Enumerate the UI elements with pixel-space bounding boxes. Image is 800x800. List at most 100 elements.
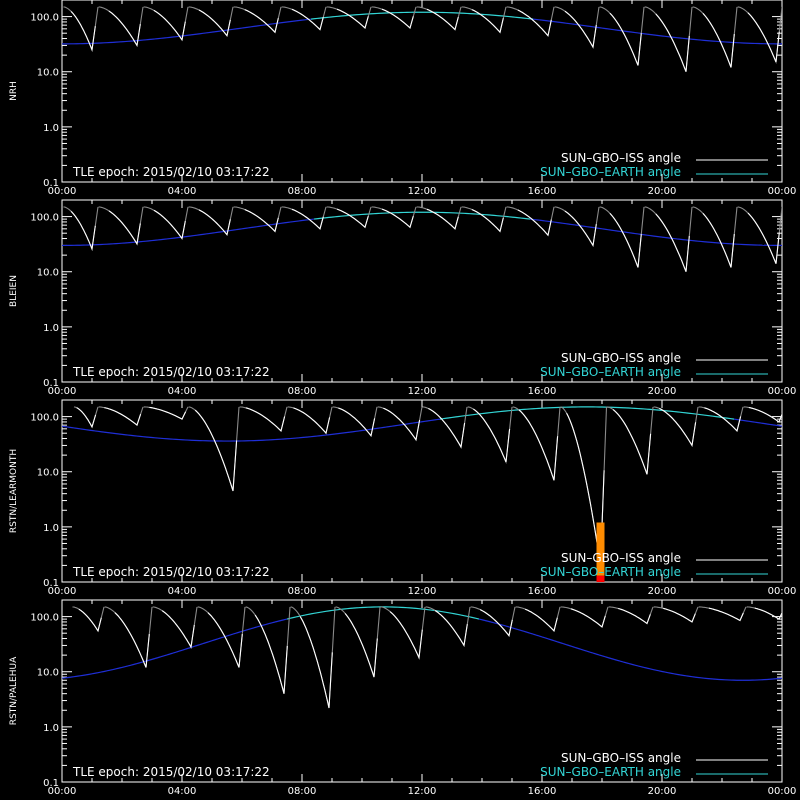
x-tick-label: 16:00 (528, 186, 557, 197)
earth-angle-segment (139, 661, 144, 664)
earth-angle-segment (556, 641, 561, 644)
x-tick-label: 00:00 (768, 586, 797, 597)
iss-angle-visible-arc (663, 607, 696, 623)
iss-angle-arc (644, 6, 693, 72)
iss-angle-visible-arc (564, 210, 597, 247)
x-tick-label: 04:00 (168, 586, 197, 597)
earth-angle-segment (193, 644, 198, 648)
y-axis-label: RSTN/PALEHUA (9, 656, 19, 725)
iss-angle-visible-arc (748, 406, 782, 423)
iss-angle-arc (380, 606, 426, 660)
earth-angle-segment (646, 667, 651, 670)
x-tick-label: 00:00 (48, 586, 77, 597)
earth-angle-segment (589, 651, 594, 654)
earth-angle-segment (151, 657, 156, 660)
iss-angle-visible-arc (383, 407, 421, 442)
x-tick-label: 16:00 (528, 586, 557, 597)
earth-angle-segment (97, 671, 102, 674)
earth-angle-segment (472, 617, 477, 619)
earth-angle-segment (118, 666, 123, 669)
earth-angle-segment (586, 650, 591, 653)
earth-angle-segment (148, 658, 153, 661)
earth-angle-segment (643, 666, 648, 669)
earth-angle-segment (106, 669, 111, 672)
tle-epoch-label: TLE epoch: 2015/02/10 03:17:22 (72, 765, 270, 779)
iss-angle-arc (377, 406, 423, 442)
x-tick-label: 08:00 (288, 386, 317, 397)
x-tick-label: 12:00 (408, 386, 437, 397)
iss-angle-arc (737, 6, 782, 65)
iss-angle-visible-arc (291, 208, 324, 230)
y-axis-label: BLEIEN (9, 275, 19, 307)
iss-angle-visible-arc (149, 406, 187, 420)
earth-angle-segment (196, 643, 201, 647)
event-marker-base (596, 575, 605, 582)
earth-angle-segment (85, 673, 90, 676)
earth-angle-segment (448, 612, 453, 614)
iss-angle-visible-arc (655, 213, 690, 272)
iss-angle-arc (422, 406, 468, 449)
iss-angle-arc (467, 406, 513, 465)
earth-angle-segment (226, 634, 231, 637)
earth-angle-segment (103, 670, 108, 673)
iss-angle-visible-arc (517, 9, 552, 37)
iss-angle-visible-arc (524, 608, 558, 633)
earth-angle-segment (499, 623, 504, 626)
earth-angle-segment (457, 613, 462, 616)
x-tick-label: 20:00 (648, 786, 677, 797)
y-tick-label: 1.0 (43, 523, 59, 534)
iss-angle-arc (143, 206, 189, 240)
earth-angle-segment (559, 642, 564, 645)
earth-angle-segment (91, 672, 96, 675)
y-tick-label: 0.1 (43, 378, 59, 389)
legend-earth-label: SUN–GBO–EARTH angle (540, 165, 681, 179)
earth-angle-segment (310, 612, 315, 615)
iss-angle-visible-arc (708, 607, 744, 622)
iss-angle-series (73, 406, 782, 566)
iss-angle-visible-arc (244, 9, 279, 34)
iss-angle-arc (599, 6, 645, 66)
iss-angle-arc (599, 206, 645, 268)
earth-angle-segment (133, 662, 138, 665)
iss-angle-visible-arc (198, 9, 231, 37)
earth-angle-segment (667, 672, 672, 674)
earth-angle-segment (199, 643, 204, 646)
iss-angle-visible-arc (473, 408, 511, 463)
earth-angle-segment (673, 673, 678, 675)
iss-angle-arc (607, 406, 654, 475)
earth-angle-segment (562, 643, 567, 646)
plot-area (62, 6, 782, 72)
iss-angle-series (63, 6, 782, 72)
earth-angle-segment (121, 666, 126, 668)
y-tick-label: 0.1 (43, 578, 59, 589)
iss-angle-visible-arc (566, 412, 605, 566)
earth-angle-segment (460, 614, 465, 617)
plot-area (62, 206, 782, 272)
chart-panel: 0.1 1.0 10.0 100.0 00:00 04:00 08:00 12:00 16:00… (9, 0, 796, 197)
x-tick-label: 00:00 (48, 186, 77, 197)
iss-angle-arc (608, 606, 654, 625)
iss-angle-visible-arc (570, 608, 606, 628)
earth-angle-segment (124, 665, 129, 668)
legend-iss-label: SUN–GBO–ISS angle (561, 551, 681, 565)
earth-angle-segment (445, 611, 450, 614)
x-tick-label: 00:00 (48, 386, 77, 397)
earth-angle-segment (100, 670, 105, 673)
earth-angle-segment (676, 673, 681, 676)
iss-angle-visible-arc (426, 208, 459, 230)
iss-angle-visible-arc (517, 209, 552, 237)
earth-angle-segment (607, 657, 612, 660)
iss-angle-visible-arc (153, 9, 186, 42)
iss-angle-visible-arc (70, 211, 96, 252)
earth-angle-segment (175, 650, 180, 653)
iss-angle-visible-arc (704, 407, 742, 433)
x-tick-label: 12:00 (408, 586, 437, 597)
y-tick-label: 10.0 (37, 268, 59, 279)
iss-angle-arc (416, 206, 462, 230)
iss-angle-visible-arc (70, 11, 96, 52)
earth-angle-segment (655, 669, 660, 672)
iss-angle-arc (98, 406, 144, 427)
iss-angle-visible-arc (479, 609, 513, 637)
iss-angle-visible-arc (564, 10, 597, 49)
iss-angle-arc (188, 6, 234, 37)
